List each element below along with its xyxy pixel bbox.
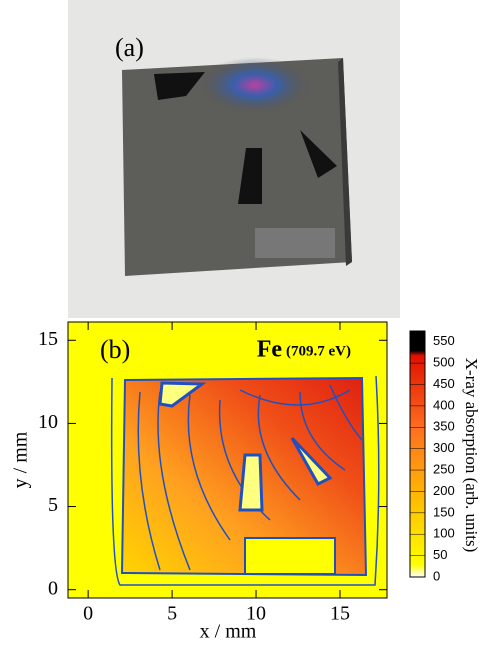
x-tick-label: 0 [83, 603, 93, 625]
patch-region [245, 538, 335, 574]
colorbar-tick-label: 350 [433, 419, 455, 434]
y-tick-label: 10 [38, 411, 58, 433]
colorbar-tick-label: 450 [433, 376, 455, 391]
colorbar-tick-label: 0 [433, 568, 440, 583]
x-tick-label: 15 [330, 603, 350, 625]
colorbar-tick-label: 400 [433, 397, 455, 412]
colorbar-tick-label: 300 [433, 440, 455, 455]
y-axis-label: y / mm [10, 431, 32, 488]
colorbar-tick-label: 500 [433, 355, 455, 370]
colorbar-tick-label: 150 [433, 504, 455, 519]
mask-region [240, 455, 262, 510]
figure: (a) (b) Fe (709.7 eV) x / mm y / mm X-ra… [0, 0, 483, 646]
oxide-tint [200, 57, 310, 113]
y-tick-label: 15 [38, 328, 58, 350]
energy-label: (709.7 eV) [286, 343, 351, 359]
x-tick-label: 10 [246, 603, 266, 625]
y-tick-label: 5 [48, 494, 58, 516]
colorbar-tick-label: 50 [433, 547, 447, 562]
panel-label: (b) [100, 335, 130, 364]
panel-label: (a) [115, 33, 144, 62]
colorbar-tick-label: 550 [433, 333, 455, 348]
x-tick-label: 5 [167, 603, 177, 625]
patch [255, 228, 335, 258]
colorbar [410, 331, 425, 577]
page: (a) (b) Fe (709.7 eV) x / mm y / mm X-ra… [0, 0, 483, 646]
colorbar-tick-label: 200 [433, 483, 455, 498]
colorbar-tick-label: 250 [433, 461, 455, 476]
y-tick-label: 0 [48, 577, 58, 599]
colorbar-label: X-ray absorption (arb. units) [462, 358, 481, 553]
colorbar-tick-label: 100 [433, 526, 455, 541]
element-label: Fe [257, 337, 283, 363]
